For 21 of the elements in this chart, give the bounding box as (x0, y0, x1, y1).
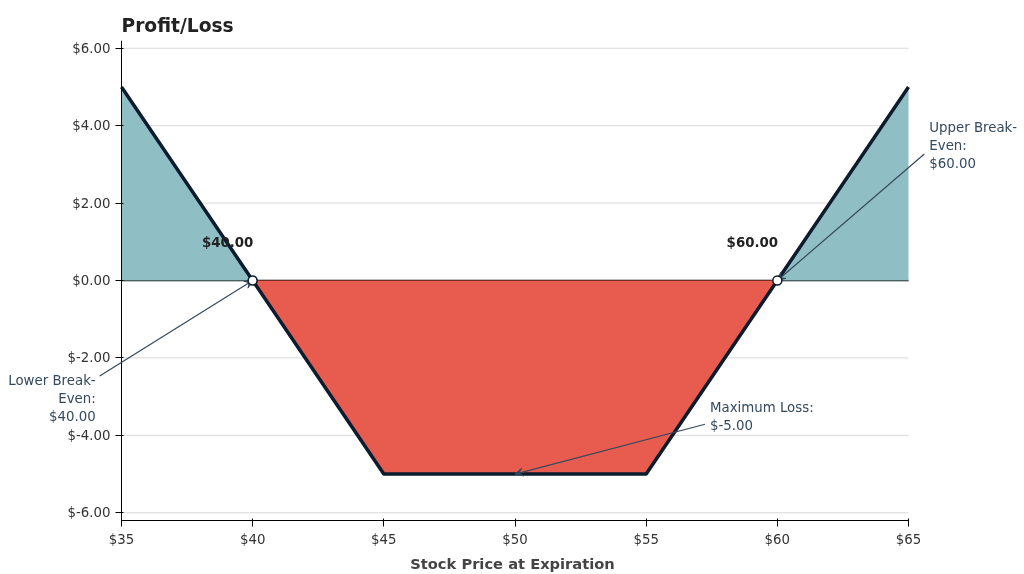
x-tick-label: $35 (108, 531, 135, 547)
x-tick-label: $50 (502, 531, 528, 547)
x-tick-label: $55 (633, 531, 659, 547)
y-tick-label: $-4.00 (67, 427, 111, 443)
annotation: $40.00 (201, 235, 254, 250)
chart-title: Profit/Loss (121, 14, 234, 36)
y-tick-label: $-6.00 (67, 505, 111, 521)
annotation: Upper Break- Even: $60.00 (929, 120, 1018, 171)
y-tick-label: $6.00 (72, 40, 111, 56)
x-axis-title: Stock Price at Expiration (410, 554, 615, 572)
x-tick-label: $40 (239, 531, 266, 547)
y-tick-label: $-2.00 (67, 350, 111, 366)
y-tick-label: $4.00 (72, 118, 111, 134)
y-tick-label: $2.00 (72, 195, 111, 211)
y-tick-label: $0.00 (72, 273, 111, 288)
x-tick-label: $45 (371, 531, 397, 547)
x-tick-label: $65 (895, 531, 922, 547)
annotation: Maximum Loss: $-5.00 (710, 399, 814, 433)
x-tick-label: $60 (764, 531, 791, 547)
annotation: Lower Break- Even: $40.00 (8, 373, 96, 424)
annotation: $60.00 (726, 235, 779, 250)
